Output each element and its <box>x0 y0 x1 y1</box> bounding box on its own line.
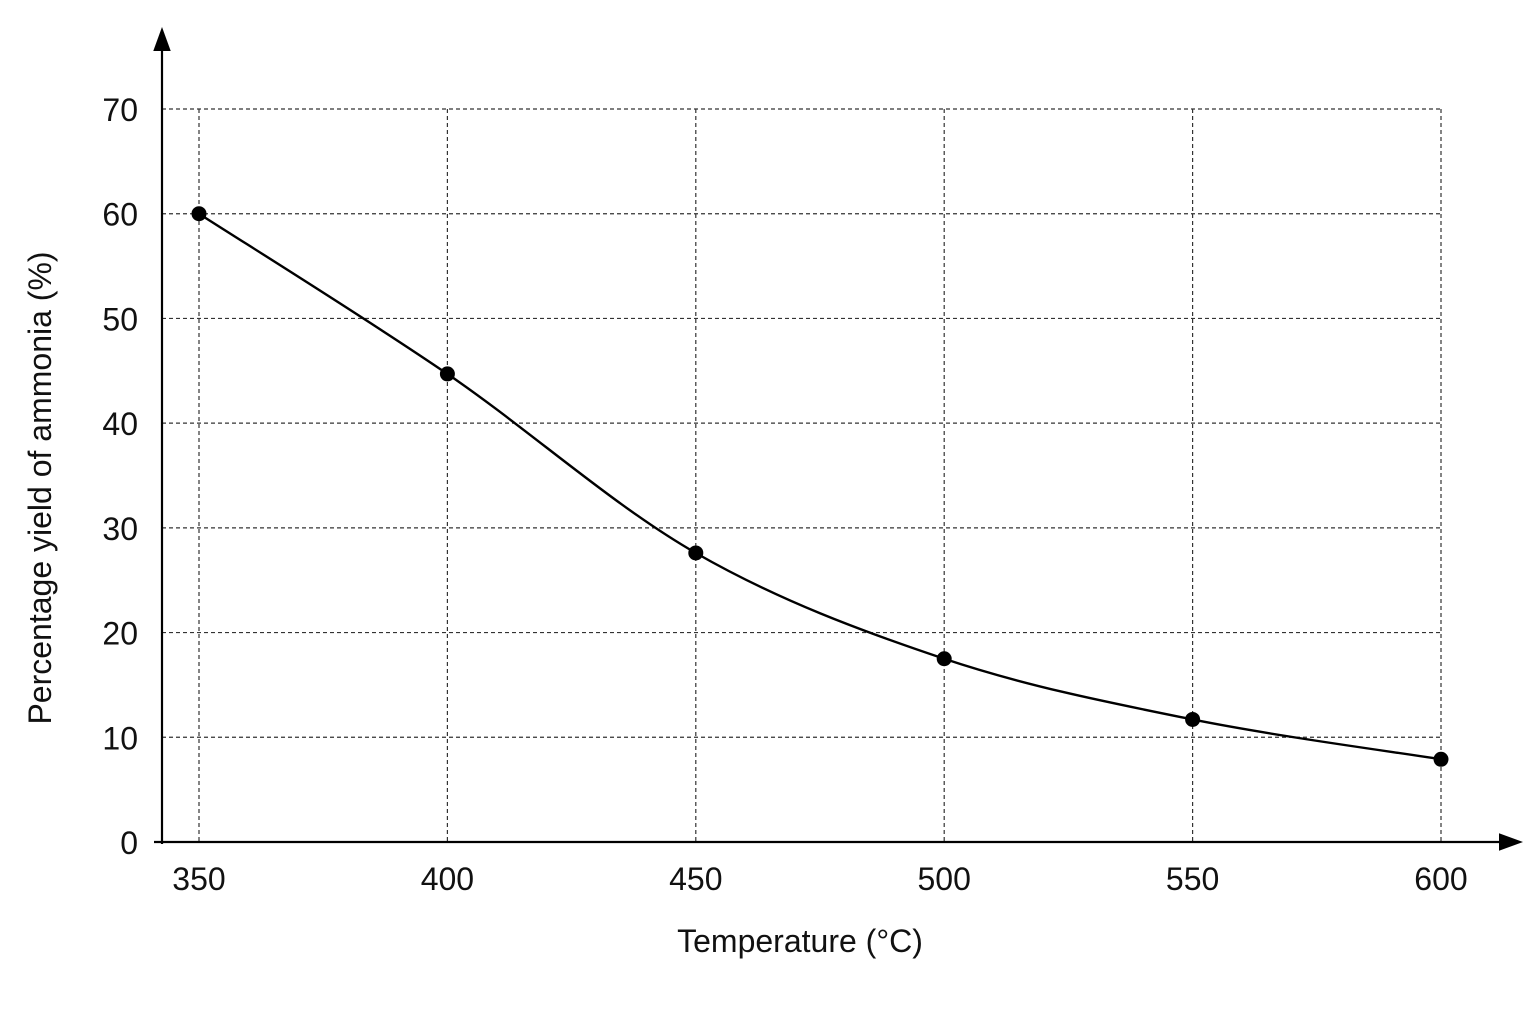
y-tick-label-40: 40 <box>102 406 138 442</box>
y-tick-label-30: 30 <box>102 511 138 547</box>
y-tick-label-60: 60 <box>102 197 138 233</box>
data-point-600 <box>1433 751 1449 767</box>
x-axis-label: Temperature (°C) <box>677 923 923 959</box>
y-tick-label-0: 0 <box>120 825 138 861</box>
x-tick-label-500: 500 <box>918 861 971 897</box>
x-tick-label-600: 600 <box>1414 861 1467 897</box>
data-point-350 <box>191 206 207 222</box>
y-tick-label-50: 50 <box>102 301 138 337</box>
data-point-550 <box>1185 711 1201 727</box>
y-axis-label: Percentage yield of ammonia (%) <box>22 251 58 724</box>
x-tick-label-400: 400 <box>421 861 474 897</box>
data-points <box>191 206 1449 767</box>
data-point-450 <box>688 545 704 561</box>
x-tick-label-550: 550 <box>1166 861 1219 897</box>
grid <box>162 108 1442 842</box>
y-tick-label-70: 70 <box>102 92 138 128</box>
y-tick-label-10: 10 <box>102 720 138 756</box>
data-point-400 <box>439 366 455 382</box>
yield-curve <box>198 212 1442 761</box>
data-point-500 <box>936 651 952 667</box>
y-tick-label-20: 20 <box>102 616 138 652</box>
x-tick-labels: 350 400 450 500 550 600 <box>172 861 1467 897</box>
x-tick-label-450: 450 <box>669 861 722 897</box>
y-tick-labels: 0 10 20 30 40 50 60 70 <box>102 92 138 861</box>
x-tick-label-350: 350 <box>172 861 225 897</box>
